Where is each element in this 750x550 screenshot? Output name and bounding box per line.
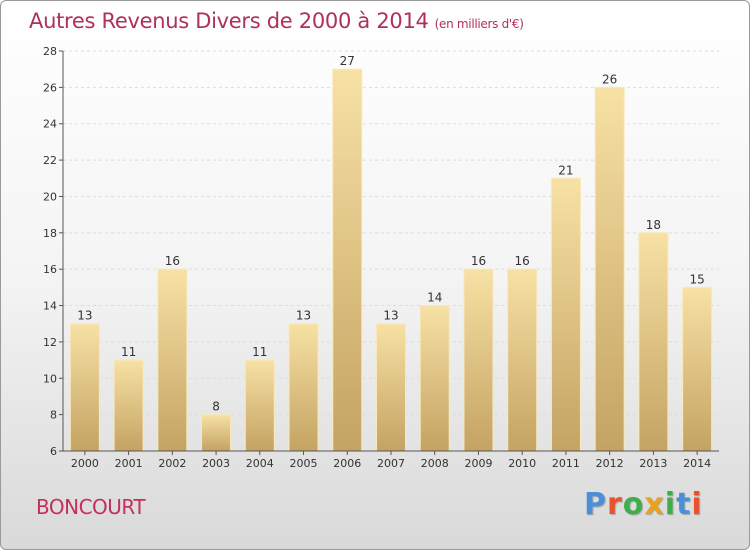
logo-letter: t [676, 487, 692, 522]
y-tick-label: 24 [43, 118, 57, 131]
bar [201, 414, 232, 452]
y-tick-label: 28 [43, 45, 57, 58]
bar [550, 177, 581, 452]
data-label: 21 [558, 163, 573, 177]
bar [157, 268, 188, 452]
bar [113, 359, 144, 452]
x-tick-label: 2005 [290, 457, 318, 470]
x-tick-label: 2010 [508, 457, 536, 470]
data-label: 13 [383, 309, 398, 323]
bar [288, 323, 319, 452]
data-label: 14 [427, 291, 442, 305]
x-tick-label: 2001 [115, 457, 143, 470]
logo-letter: i [664, 487, 677, 522]
data-label: 15 [689, 272, 704, 286]
data-label: 13 [77, 309, 92, 323]
data-label: 13 [296, 309, 311, 323]
data-label: 11 [252, 345, 267, 359]
x-tick-label: 2006 [333, 457, 361, 470]
y-tick-label: 22 [43, 154, 57, 167]
x-tick-label: 2011 [552, 457, 580, 470]
bar [682, 286, 713, 452]
bar [419, 305, 450, 452]
x-tick-label: 2008 [421, 457, 449, 470]
y-tick-label: 10 [43, 372, 57, 385]
proxiti-logo: Proxiti [584, 487, 703, 522]
y-tick-label: 16 [43, 263, 57, 276]
bar [376, 323, 406, 452]
logo-letter: i [691, 487, 703, 522]
x-tick-label: 2014 [683, 457, 711, 470]
y-tick-label: 20 [43, 190, 57, 203]
data-label: 18 [646, 218, 661, 232]
data-label: 26 [602, 72, 617, 86]
logo-letter: r [607, 487, 623, 522]
y-tick-label: 6 [50, 445, 57, 458]
x-tick-label: 2003 [202, 457, 230, 470]
bar [69, 323, 100, 452]
bar [638, 232, 669, 452]
y-tick-label: 12 [43, 336, 57, 349]
chart-title-text: Autres Revenus Divers de 2000 à 2014 [29, 9, 429, 33]
bar [463, 268, 494, 452]
bar [332, 68, 363, 452]
x-tick-label: 2007 [377, 457, 405, 470]
data-label: 16 [471, 254, 486, 268]
y-tick-label: 8 [50, 409, 57, 422]
logo-letter: x [644, 487, 665, 522]
axes: 6 8 10 12 14 16 18 20 22 24 26 28 2000 2001 2002 2003 20… [43, 45, 719, 470]
bars: 13 11 16 8 11 13 27 13 14 16 16 21 26 18 15 [69, 54, 713, 452]
data-label: 16 [165, 254, 180, 268]
bar [594, 86, 625, 452]
y-tick-label: 26 [43, 81, 57, 94]
x-tick-label: 2002 [158, 457, 186, 470]
x-tick-label: 2000 [71, 457, 99, 470]
y-tick-label: 14 [43, 300, 57, 313]
commune-name: BONCOURT [36, 495, 146, 519]
data-label: 11 [121, 345, 136, 359]
y-tick-label: 18 [43, 227, 57, 240]
chart-title-unit: (en milliers d'€) [434, 17, 524, 31]
data-label: 8 [212, 400, 220, 414]
chart-title: Autres Revenus Divers de 2000 à 2014 (en … [29, 9, 524, 33]
data-label: 27 [340, 54, 355, 68]
bar [507, 268, 538, 452]
x-tick-label: 2013 [639, 457, 667, 470]
data-label: 16 [515, 254, 530, 268]
logo-letter: P [584, 487, 607, 522]
bar [244, 359, 275, 452]
x-tick-label: 2004 [246, 457, 274, 470]
x-tick-label: 2012 [596, 457, 624, 470]
x-tick-label: 2009 [464, 457, 492, 470]
logo-letter: o [622, 487, 645, 522]
